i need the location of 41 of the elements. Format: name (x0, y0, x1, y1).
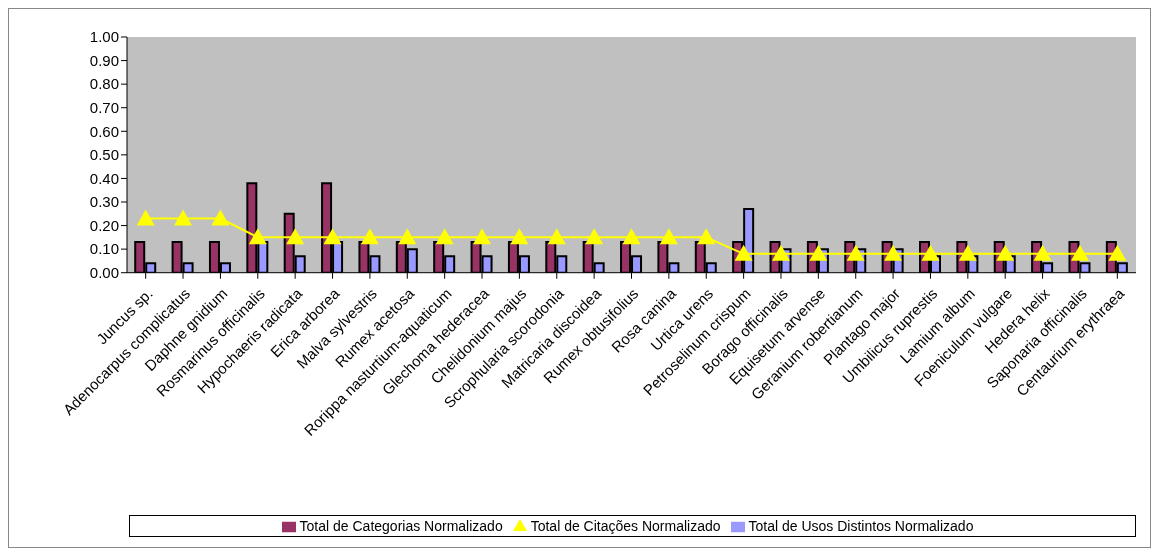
y-tick-label: 0.60 (89, 122, 119, 140)
point (473, 228, 492, 245)
point (846, 244, 865, 261)
point (174, 209, 193, 226)
point (1033, 244, 1052, 261)
point (360, 228, 379, 245)
y-tick-label: 0.90 (89, 51, 119, 69)
legend-label: Total de Categorias Normalizado (299, 517, 503, 534)
point (884, 244, 903, 261)
point (510, 228, 529, 245)
point (435, 228, 454, 245)
point (248, 228, 267, 245)
point (697, 228, 716, 245)
legend-label: Total de Citações Normalizado (530, 517, 721, 534)
point (323, 228, 342, 245)
y-tick-label: 0.10 (89, 240, 119, 258)
y-tick-label: 0.30 (89, 193, 119, 211)
point (286, 228, 305, 245)
point (136, 209, 155, 226)
y-tick-label: 0.80 (89, 75, 119, 93)
y-tick-label: 0.70 (89, 99, 119, 117)
legend-label: Total de Usos Distintos Normalizado (748, 517, 974, 534)
y-tick-label: 0.50 (89, 146, 119, 164)
point (1070, 244, 1089, 261)
point (585, 228, 604, 245)
point (921, 244, 940, 261)
point (211, 209, 230, 226)
point (996, 244, 1015, 261)
y-tick-label: 0.20 (89, 216, 119, 234)
point (1108, 244, 1127, 261)
point (734, 244, 753, 261)
point (771, 244, 790, 261)
y-tick-label: 1.00 (89, 28, 119, 46)
y-tick-label: 0.00 (89, 264, 119, 282)
point (659, 228, 678, 245)
point (809, 244, 828, 261)
point (958, 244, 977, 261)
y-tick-label: 0.40 (89, 169, 119, 187)
point (398, 228, 417, 245)
point (622, 228, 641, 245)
point (547, 228, 566, 245)
